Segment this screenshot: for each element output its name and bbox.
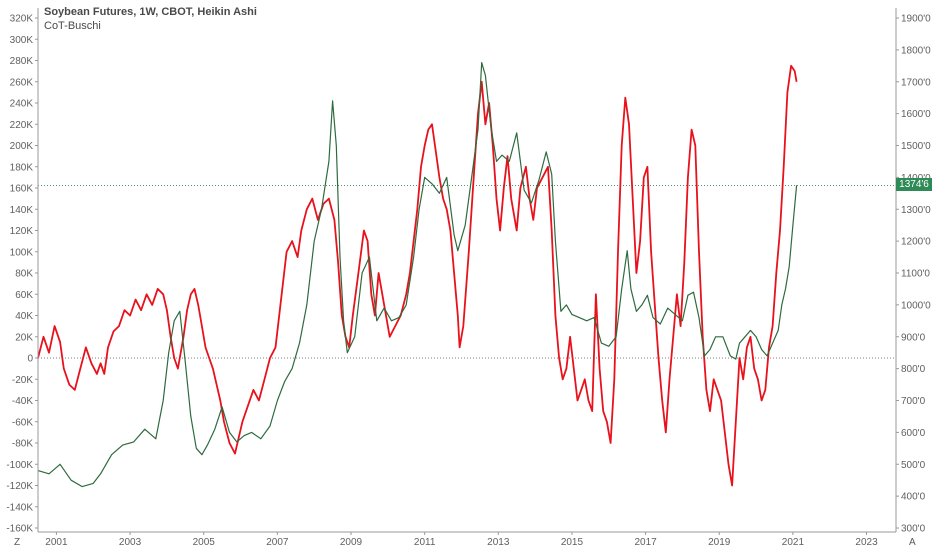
left-tick-label: 80K <box>15 269 33 280</box>
left-tick-label: -160K <box>6 524 33 535</box>
right-tick-label: 1000'0 <box>901 300 931 311</box>
left-tick-label: 320K <box>10 14 34 25</box>
right-tick-label: 900'0 <box>901 332 926 343</box>
chart-title: Soybean Futures, 1W, CBOT, Heikin Ashi <box>44 6 257 18</box>
right-tick-label: 1700'0 <box>901 77 931 88</box>
right-tick-label: 1500'0 <box>901 141 931 152</box>
last-price-badge: 1374'6 <box>896 178 932 191</box>
left-tick-label: 120K <box>10 226 34 237</box>
x-tick-label: 2013 <box>487 537 510 548</box>
left-tick-label: 60K <box>15 290 33 301</box>
left-tick-label: 200K <box>10 141 34 152</box>
right-tick-label: 300'0 <box>901 524 926 535</box>
right-tick-label: 400'0 <box>901 492 926 503</box>
left-tick-label: 0 <box>27 354 33 365</box>
left-tick-label: -100K <box>6 460 33 471</box>
left-tick-label: 260K <box>10 77 34 88</box>
right-tick-label: 500'0 <box>901 460 926 471</box>
x-tick-label: 2005 <box>193 537 216 548</box>
x-tick-label: 2001 <box>45 537 68 548</box>
right-tick-label: 1600'0 <box>901 109 931 120</box>
x-tick-label: 2003 <box>119 537 142 548</box>
x-tick-label: 2015 <box>561 537 584 548</box>
x-tick-label: 2007 <box>266 537 289 548</box>
right-tick-label: 1800'0 <box>901 45 931 56</box>
left-tick-label: -40K <box>12 396 33 407</box>
right-tick-label: 1200'0 <box>901 237 931 248</box>
left-tick-label: -80K <box>12 439 33 450</box>
axis-corner-left[interactable]: Z <box>14 537 21 548</box>
right-tick-label: 1100'0 <box>901 269 930 280</box>
left-tick-label: 280K <box>10 56 34 67</box>
left-tick-label: 180K <box>10 162 34 173</box>
left-tick-label: 160K <box>10 184 34 195</box>
x-tick-label: 2011 <box>414 537 436 548</box>
cot-series-line <box>37 64 798 487</box>
series-layer <box>37 61 798 488</box>
left-tick-label: -140K <box>6 502 33 513</box>
left-tick-label: 300K <box>10 35 34 46</box>
x-tick-label: 2021 <box>782 537 805 548</box>
left-tick-label: 40K <box>15 311 33 322</box>
x-tick-label: 2019 <box>708 537 731 548</box>
right-tick-label: 700'0 <box>901 396 926 407</box>
left-tick-label: 20K <box>15 332 33 343</box>
x-tick-label: 2017 <box>634 537 657 548</box>
left-tick-label: -120K <box>6 481 33 492</box>
x-tick-label: 2023 <box>855 537 878 548</box>
indicator-label: CoT-Buschi <box>44 20 101 32</box>
left-tick-label: 140K <box>10 205 34 216</box>
x-tick-label: 2009 <box>340 537 363 548</box>
right-tick-label: 800'0 <box>901 364 926 375</box>
left-tick-label: 100K <box>10 247 34 258</box>
right-tick-label: 1300'0 <box>901 205 931 216</box>
axis-corner-right[interactable]: A <box>909 537 916 548</box>
left-tick-label: -60K <box>12 417 33 428</box>
right-tick-label: 1900'0 <box>901 14 931 25</box>
right-tick-label: 600'0 <box>901 428 926 439</box>
left-tick-label: -20K <box>12 375 33 386</box>
axis-layer: 320K 300K 280K 260K 240K 220K 200K 180K 160K 140K… <box>6 8 931 548</box>
left-tick-label: 240K <box>10 99 34 110</box>
price-series-line <box>37 61 798 488</box>
left-tick-label: 220K <box>10 120 34 131</box>
